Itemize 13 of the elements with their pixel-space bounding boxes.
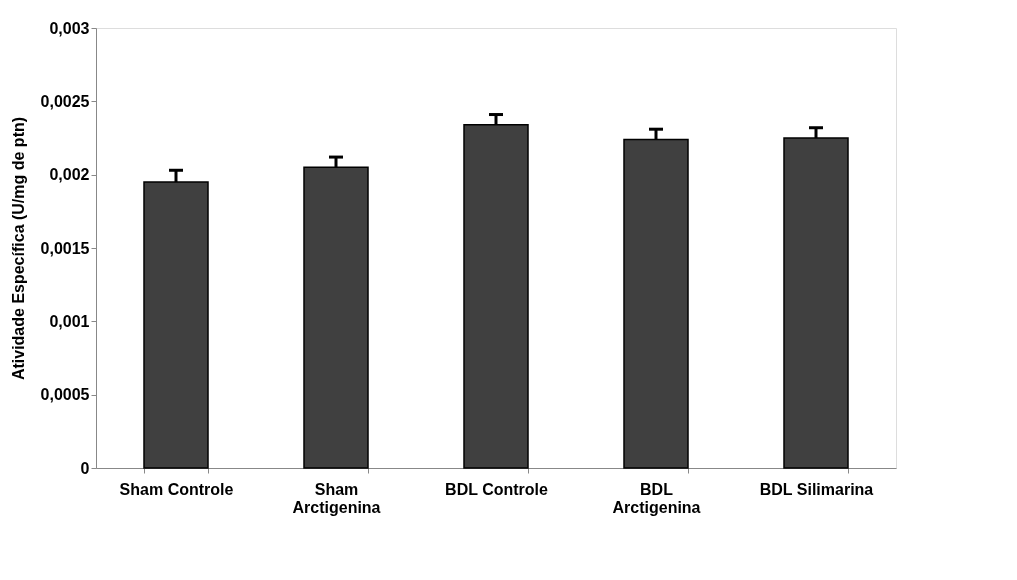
y-tick-label: 0,0025 xyxy=(40,92,90,110)
y-tick-label: 0,0005 xyxy=(40,386,90,404)
y-tick-label: 0,001 xyxy=(49,312,90,330)
x-tick-label: BDL Controle xyxy=(445,480,549,498)
y-axis-title: Atividade Específica (U/mg de ptn) xyxy=(9,116,27,381)
y-tick-label: 0 xyxy=(80,459,90,477)
x-tick-label: BDL Arctigenina xyxy=(612,480,701,516)
y-tick-label: 0,003 xyxy=(49,19,90,37)
x-tick-label: Sham Controle xyxy=(119,480,234,498)
x-tick-label: BDL Silimarina xyxy=(759,480,874,498)
y-tick-label: 0,002 xyxy=(49,166,90,184)
y-tick-label: 0,0015 xyxy=(40,239,90,257)
x-tick-label: Sham Arctigenina xyxy=(292,480,381,516)
